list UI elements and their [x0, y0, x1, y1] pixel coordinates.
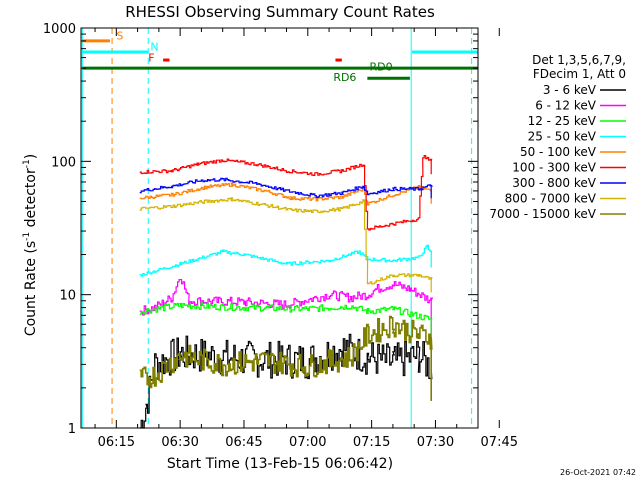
series-line-1	[139, 279, 434, 401]
legend-label-1: 6 - 12 keV	[535, 99, 597, 113]
x-tick-label-2: 06:45	[225, 435, 262, 450]
series-line-7	[139, 197, 433, 293]
y-tick-label-0: 1	[68, 422, 76, 437]
x-tick-label-1: 06:30	[161, 435, 198, 450]
generation-timestamp: 26-Oct-2021 07:42	[560, 468, 636, 477]
legend-label-6: 300 - 800 keV	[512, 176, 596, 190]
x-tick-label-3: 07:00	[289, 435, 326, 450]
series-line-6	[139, 177, 434, 199]
series-line-5	[139, 155, 433, 231]
state-label-f: F	[148, 52, 154, 65]
legend: Det 1,3,5,6,7,9, FDecim 1, Att 0 3 - 6 k…	[489, 53, 626, 221]
legend-header-line-2: FDecim 1, Att 0	[533, 67, 626, 81]
series-line-4	[139, 182, 432, 206]
legend-label-8: 7000 - 15000 keV	[489, 207, 596, 221]
y-axis-label-sup1: -1	[22, 232, 32, 241]
y-axis-label-end: )	[23, 154, 39, 159]
chart-title: RHESSI Observing Summary Count Rates	[125, 3, 435, 21]
legend-label-3: 25 - 50 keV	[528, 130, 597, 144]
x-tick-label-4: 07:15	[353, 435, 390, 450]
state-label-rd6: RD6	[333, 71, 356, 84]
y-axis-label-mid: detector	[23, 168, 39, 232]
axes: 06:15 06:30 06:45 07:00 07:15 07:30 07:45 1 10 10…	[43, 22, 518, 450]
legend-label-0: 3 - 6 keV	[543, 83, 597, 97]
state-label-rd0: RD0	[369, 61, 392, 74]
x-tick-label-6: 07:45	[481, 435, 518, 450]
legend-label-7: 800 - 7000 keV	[505, 192, 597, 206]
y-tick-label-3: 1000	[43, 22, 76, 37]
state-label-n: N	[150, 40, 158, 53]
y-axis-label-main: Count Rate (s	[23, 241, 39, 336]
y-tick-label-2: 100	[51, 155, 76, 170]
plot-area-frame	[80, 27, 479, 429]
state-label-s: S	[116, 29, 123, 42]
y-axis-label-sup2: -1	[22, 159, 32, 168]
x-tick-label-0: 06:15	[98, 435, 135, 450]
x-tick-label-5: 07:30	[417, 435, 454, 450]
legend-label-5: 100 - 300 keV	[512, 161, 596, 175]
series-line-2	[139, 302, 433, 401]
state-bars: S NF RD0 RD6	[82, 29, 478, 84]
series-line-8	[139, 315, 433, 401]
legend-header-line-1: Det 1,3,5,6,7,9,	[532, 53, 626, 67]
legend-label-4: 50 - 100 keV	[520, 145, 597, 159]
y-tick-label-1: 10	[59, 289, 76, 304]
y-axis-label: Count Rate (s-1 detector-1)	[22, 154, 39, 336]
legend-label-2: 12 - 25 keV	[528, 114, 597, 128]
series-lines	[139, 155, 434, 429]
x-axis-label: Start Time (13-Feb-15 06:06:42)	[167, 456, 393, 472]
series-line-3	[139, 244, 433, 277]
